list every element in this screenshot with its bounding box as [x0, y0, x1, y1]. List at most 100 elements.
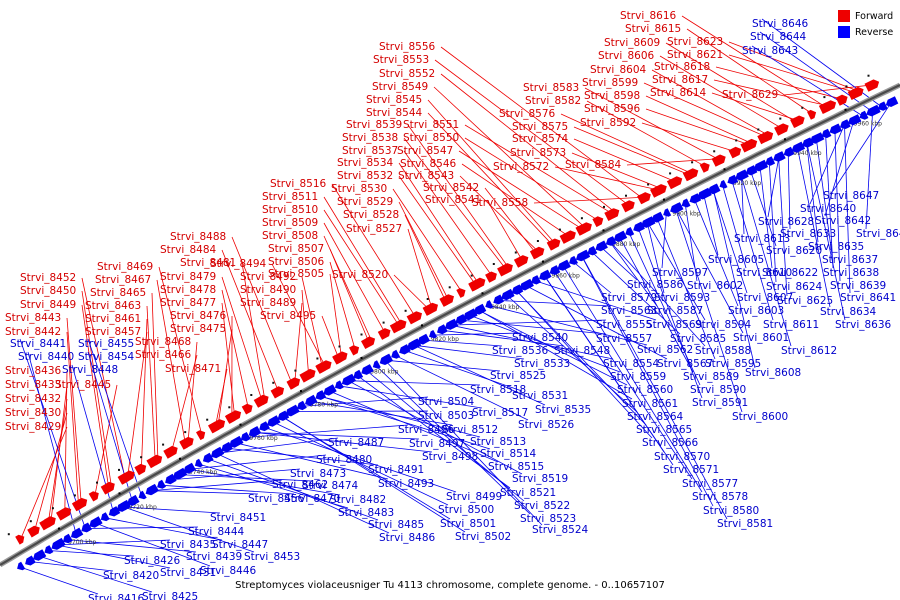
leader-line-forward: [221, 276, 263, 401]
leader-line-reverse: [694, 199, 739, 307]
gene-label-reverse: Strvi_8620: [766, 245, 822, 257]
gene-label-forward: Strvi_8592: [580, 117, 636, 129]
gene-label-forward: Strvi_8471: [165, 363, 221, 375]
gene-arrow-reverse: [719, 180, 728, 189]
gene-arrow-forward: [88, 491, 99, 502]
gene-arrow-forward: [666, 176, 683, 190]
map-caption: Streptomyces violaceusniger Tu 4113 chro…: [235, 580, 665, 591]
gene-label-reverse: Strvi_8612: [781, 345, 837, 357]
gene-label-forward: Strvi_8443: [5, 312, 61, 324]
leader-line-reverse: [768, 161, 777, 283]
leader-line-reverse: [57, 539, 171, 546]
leader-line-forward: [728, 54, 857, 94]
marker-dot: [669, 172, 672, 175]
gene-label-forward: Strvi_8539: [346, 119, 402, 131]
leader-line-reverse: [282, 416, 466, 533]
gene-label-reverse: Strvi_8607: [737, 292, 793, 304]
gene-label-reverse: Strvi_8444: [188, 526, 245, 538]
leader-line-reverse: [712, 189, 748, 294]
leader-line-reverse: [722, 184, 747, 269]
gene-label-forward: Strvi_8598: [584, 90, 640, 102]
tick-label: 9720 kbp: [129, 504, 157, 511]
leader-line-forward: [433, 86, 586, 229]
leader-line-reverse: [525, 285, 668, 360]
gene-arrow-reverse: [557, 259, 571, 271]
gene-arrow-reverse: [33, 549, 47, 561]
gene-arrow-reverse: [531, 275, 541, 285]
gene-arrow-reverse: [138, 490, 147, 500]
leader-line-forward: [393, 274, 430, 310]
gene-label-forward: Strvi_8442: [5, 326, 61, 338]
gene-label-reverse: Strvi_8416: [88, 593, 145, 600]
gene-arrow-reverse: [297, 400, 307, 411]
gene-label-reverse: Strvi_8515: [488, 461, 544, 473]
leader-line-forward: [398, 201, 449, 300]
leader-line-forward: [398, 162, 479, 284]
leader-line-reverse: [85, 526, 199, 529]
leader-line-reverse: [47, 550, 135, 557]
leader-line-forward: [81, 290, 112, 486]
gene-label-reverse: Strvi_8441: [10, 338, 66, 350]
gene-label-reverse: Strvi_8588: [695, 345, 751, 357]
gene-arrow-reverse: [463, 308, 478, 321]
leader-line-forward: [321, 315, 340, 359]
gene-label-forward: Strvi_8617: [652, 74, 708, 86]
gene-label-reverse: Strvi_8610: [736, 267, 792, 279]
gene-label-forward: Strvi_8604: [590, 64, 647, 76]
gene-arrow-forward: [654, 184, 667, 196]
leader-line-reverse: [806, 143, 846, 321]
leader-line-reverse: [675, 208, 744, 334]
tick-marks: 9700 kbp 9720 kbp 9740 kbp 9760 kbp 9780 kbp…: [58, 108, 882, 546]
leader-line-reverse: [160, 484, 295, 495]
gene-label-reverse: Strvi_8585: [670, 333, 726, 345]
leader-line-reverse: [809, 125, 845, 205]
marker-dot: [184, 431, 187, 434]
marker-dot: [801, 106, 804, 109]
gene-arrow-reverse: [753, 159, 769, 172]
marker-dot: [360, 333, 363, 336]
tick-label: 9780 kbp: [310, 402, 338, 409]
gene-arrow-reverse: [575, 249, 591, 262]
leader-line-reverse: [806, 143, 819, 243]
marker-dot: [426, 298, 429, 300]
gene-label-reverse: Strvi_8560: [617, 384, 673, 396]
leader-line-forward: [141, 318, 148, 469]
leader-line-forward: [171, 354, 198, 452]
gene-label-reverse: Strvi_8580: [703, 505, 759, 517]
gene-arrow-forward: [852, 86, 864, 98]
gene-label-reverse: Strvi_8645: [856, 228, 900, 240]
gene-arrow-reverse: [334, 380, 344, 390]
gene-label-forward: Strvi_8599: [582, 77, 638, 89]
gene-label-forward: Strvi_8481: [180, 257, 236, 269]
gene-arrow-reverse: [447, 319, 457, 329]
gene-arrow-reverse: [791, 141, 806, 153]
gene-label-reverse: Strvi_8589: [683, 371, 739, 383]
leader-line-forward: [461, 163, 570, 237]
gene-label-reverse: Strvi_8636: [835, 319, 892, 331]
gene-arrow-forward: [502, 263, 513, 274]
leader-line-reverse: [66, 539, 197, 553]
gene-label-forward: Strvi_8606: [598, 50, 655, 62]
marker-dot: [51, 507, 54, 510]
marker-dot: [96, 481, 98, 484]
gene-label-reverse: Strvi_8426: [124, 555, 181, 567]
gene-arrow-reverse: [62, 533, 73, 544]
gene-arrow-forward: [56, 507, 72, 521]
leader-line-forward: [533, 196, 646, 204]
marker-dot: [294, 369, 297, 372]
tick-label: 9940 kbp: [793, 150, 821, 157]
leader-line-reverse: [787, 152, 791, 230]
leader-line-reverse: [366, 370, 525, 502]
gene-arrow-forward: [180, 436, 194, 450]
leader-line-forward: [686, 28, 813, 115]
marker-dot: [140, 456, 143, 459]
gene-arrow-reverse: [737, 170, 747, 180]
gene-label-forward: Strvi_8430: [5, 407, 61, 419]
leader-line-reverse: [87, 338, 143, 497]
leader-line-reverse: [553, 270, 693, 480]
leader-line-forward: [440, 73, 616, 213]
marker-dot: [470, 274, 473, 277]
leader-line-forward: [329, 248, 370, 343]
tick-label: 9900 kbp: [672, 210, 700, 217]
leader-line-reverse: [216, 453, 390, 534]
